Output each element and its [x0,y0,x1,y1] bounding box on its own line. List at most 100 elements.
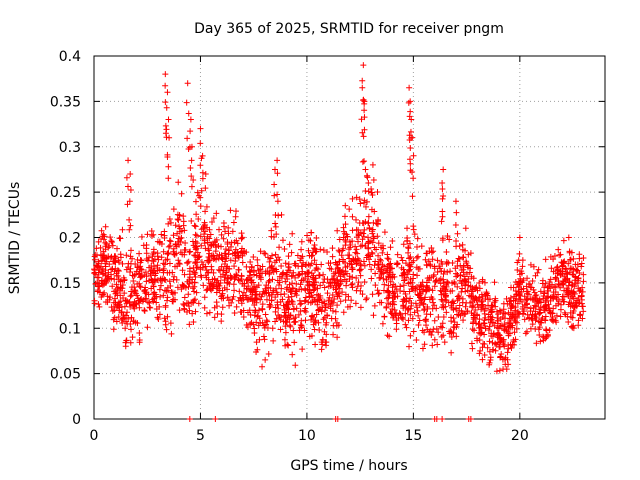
data-point [275,312,282,319]
data-point [234,240,241,247]
data-point [406,255,413,262]
data-point [570,255,577,262]
data-point [363,173,370,180]
data-point [489,319,496,326]
data-point [266,292,273,299]
data-point [418,243,425,250]
data-point [102,246,109,253]
data-point [187,128,194,135]
data-point [535,326,542,333]
data-point [127,339,134,346]
data-point [302,308,309,315]
data-point [123,297,130,304]
data-point [459,246,466,253]
data-point [174,284,181,291]
data-point [402,310,409,317]
data-point [401,277,408,284]
data-point [353,287,360,294]
data-point [365,213,372,220]
data-point [394,251,401,258]
data-point [393,310,400,317]
data-point [434,257,441,264]
data-point [376,274,383,281]
data-point [336,258,343,265]
data-point [121,303,128,310]
data-point [380,269,387,276]
data-point [127,320,134,327]
data-point [434,341,441,348]
data-point [448,318,455,325]
data-point [212,238,219,245]
data-point [219,304,226,311]
data-point [456,302,463,309]
data-point [516,234,523,241]
data-point [399,272,406,279]
data-point [138,257,145,264]
data-point [546,327,553,334]
data-point [202,170,209,177]
data-point [521,316,528,323]
data-point [93,262,100,269]
data-point [137,274,144,281]
data-point [110,299,117,306]
data-point [375,252,382,259]
data-point [138,233,145,240]
data-point [181,247,188,254]
data-point [568,265,575,272]
data-point [201,240,208,247]
data-point [297,281,304,288]
data-point [565,260,572,267]
data-point [103,241,110,248]
data-point [262,250,269,257]
data-point [226,247,233,254]
data-point [555,300,562,307]
data-point [321,307,328,314]
data-point [329,307,336,314]
data-point [557,268,564,275]
data-point [148,233,155,240]
data-point [129,334,136,341]
data-point [460,254,467,261]
data-point [385,294,392,301]
data-point [429,296,436,303]
data-point [580,254,587,261]
data-point [197,140,204,147]
data-point [147,304,154,311]
data-point [238,248,245,255]
data-point [476,285,483,292]
data-point [346,255,353,262]
data-point [179,267,186,274]
data-point [225,230,232,237]
data-point [470,293,477,300]
data-point [339,289,346,296]
data-point [116,259,123,266]
data-point [431,317,438,324]
data-point [360,230,367,237]
data-point [327,260,334,267]
data-point [264,254,271,261]
data-point [262,311,269,318]
data-point [389,238,396,245]
data-point [451,280,458,287]
data-point [164,251,171,258]
data-point [566,278,573,285]
data-point [570,266,577,273]
y-tick-label: 0.15 [50,276,81,292]
data-point [549,310,556,317]
data-point [354,283,361,290]
data-point [167,320,174,327]
data-point [309,294,316,301]
data-point [391,294,398,301]
data-point [313,234,320,241]
data-point [423,287,430,294]
data-point [168,330,175,337]
data-point [546,279,553,286]
data-point [334,416,341,422]
data-point [557,251,564,258]
data-point [512,336,519,343]
data-point [527,284,534,291]
data-point [251,312,258,319]
data-point [476,279,483,286]
data-point [319,336,326,343]
